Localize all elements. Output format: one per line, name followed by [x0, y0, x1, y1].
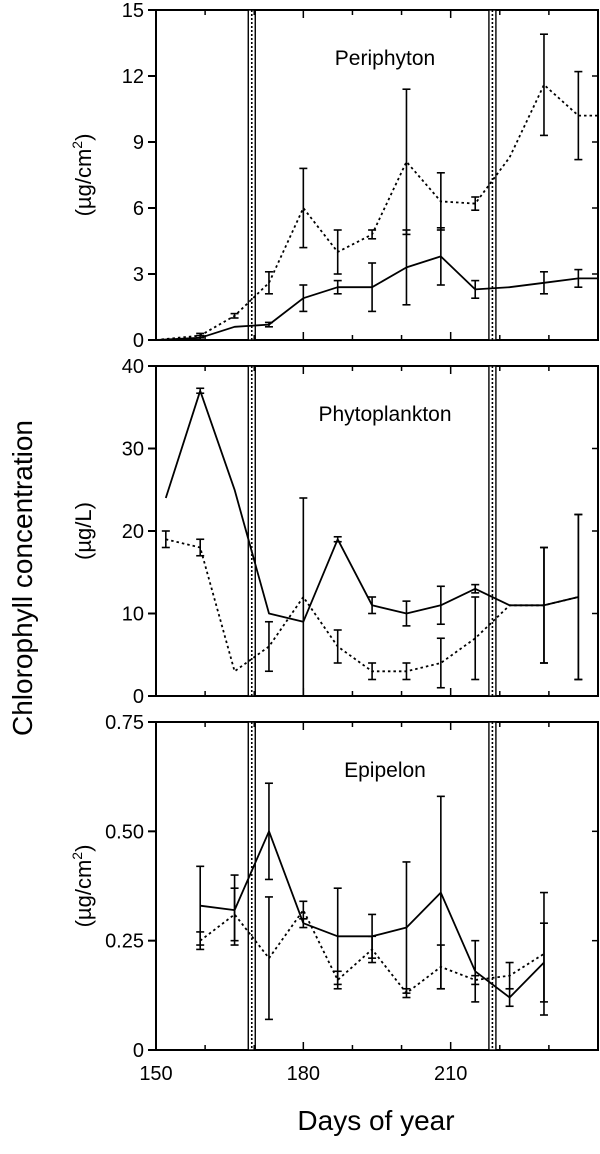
y-tick-label: 0: [133, 686, 144, 708]
y-tick-label: 20: [122, 521, 144, 543]
series-line-dotted: [155, 83, 598, 341]
y-axis-label: (µg/cm2): [69, 134, 96, 217]
y-axis-label: (µg/L): [71, 502, 96, 560]
y-tick-label: 0.50: [105, 821, 144, 843]
y-tick-label: 0: [133, 330, 144, 352]
panel-title: Epipelon: [344, 759, 426, 782]
plot-frame: [155, 721, 599, 1051]
y-tick-label: 9: [133, 132, 144, 154]
x-tick-label: 180: [287, 1063, 320, 1085]
plot-frame: [155, 9, 599, 341]
shared-x-label: Days of year: [297, 1105, 454, 1136]
panel-title: Phytoplankton: [318, 403, 451, 426]
y-tick-label: 0.25: [105, 931, 144, 953]
series-line-solid: [155, 255, 598, 341]
x-tick-label: 150: [139, 1063, 172, 1085]
panel-title: Periphyton: [335, 47, 435, 70]
panel-phytoplankton: 0 10 20 30 40 Phytoplankton (µg/L): [71, 356, 599, 708]
y-tick-label: 0: [133, 1040, 144, 1062]
shared-y-label: Chlorophyll concentration: [7, 420, 38, 736]
y-tick-label: 12: [122, 66, 144, 88]
y-tick-label: 30: [122, 439, 144, 461]
panel-epipelon: 0 0.25 0.50 0.75 Epipelon (µg/cm2): [69, 712, 599, 1062]
y-tick-label: 0.75: [105, 712, 144, 734]
y-tick-label: 15: [122, 0, 144, 22]
y-tick-label: 40: [122, 356, 144, 378]
x-tick-label: 210: [434, 1063, 467, 1085]
y-axis-label: (µg/cm2): [69, 845, 96, 928]
y-tick-label: 6: [133, 198, 144, 220]
panel-periphyton: 0 3 6 9 12 15 Periphyton (µg/cm2): [69, 0, 599, 352]
y-tick-label: 10: [122, 604, 144, 626]
y-tick-label: 3: [133, 264, 144, 286]
